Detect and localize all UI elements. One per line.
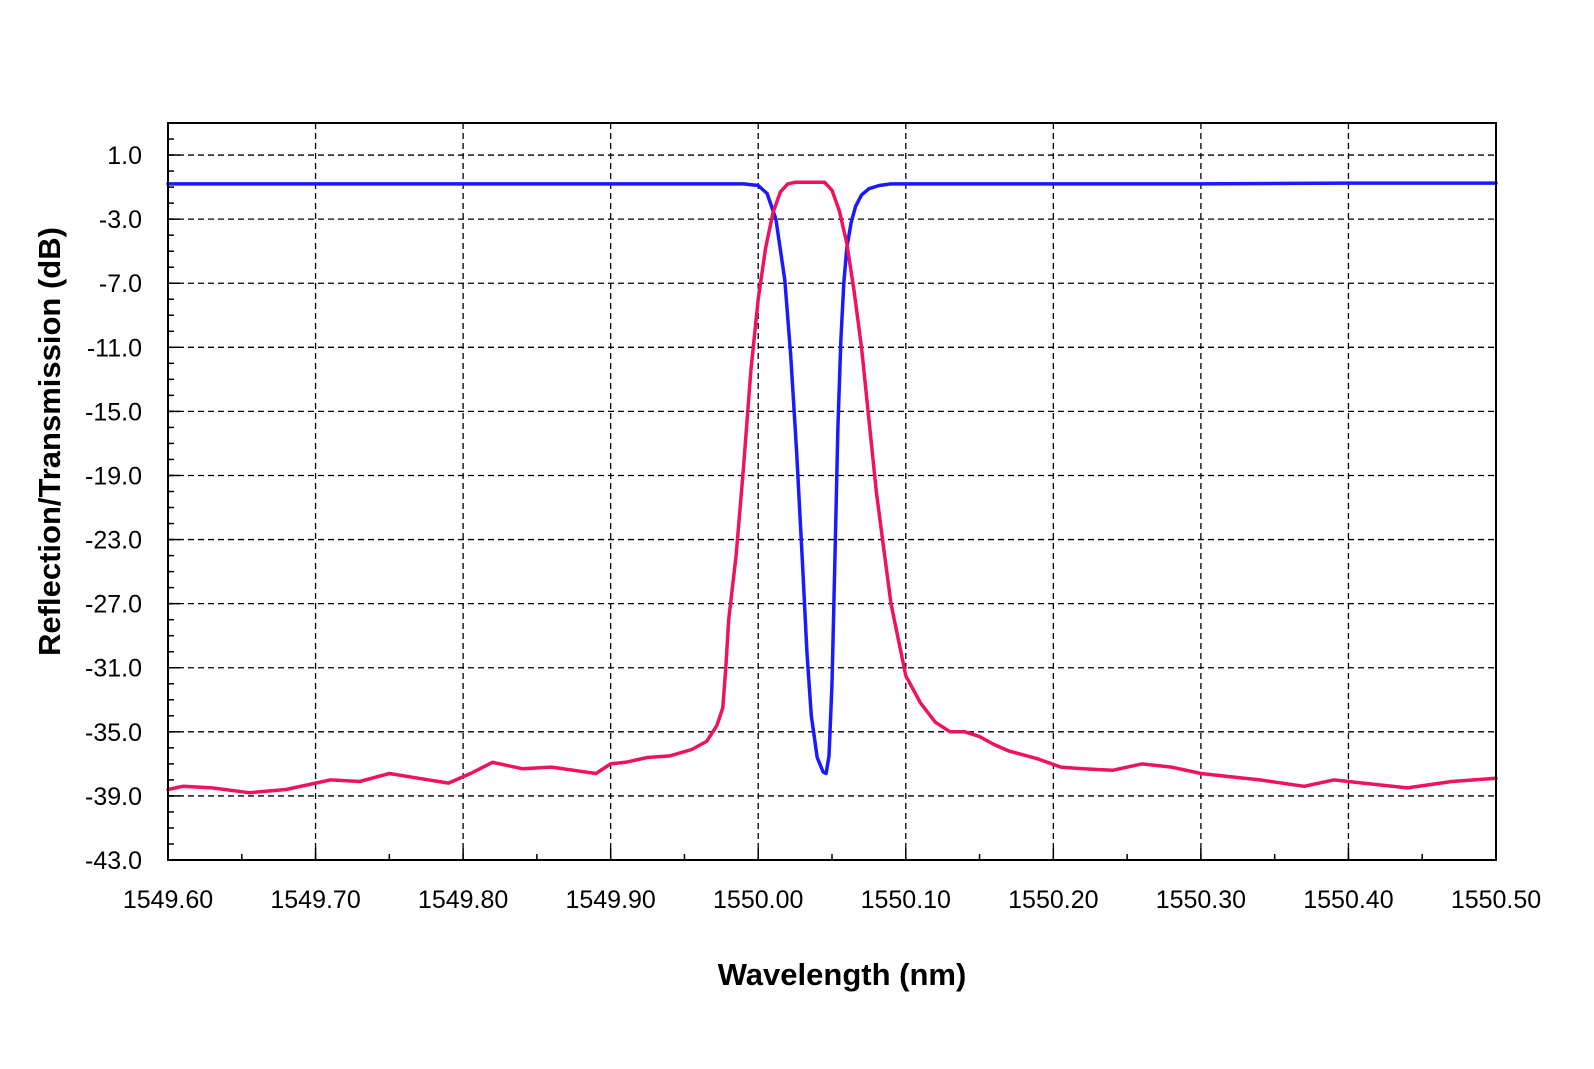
y-tick-label: -31.0 [85,655,142,683]
x-tick-label: 1550.00 [713,886,803,914]
y-tick-label: -35.0 [85,719,142,747]
y-tick-label: -3.0 [99,206,142,234]
y-axis-title: Reflection/Transmission (dB) [32,227,67,656]
y-tick-label: -23.0 [85,527,142,555]
x-axis-title: Wavelength (nm) [718,957,967,992]
plot-frame [167,122,1497,861]
x-tick-label: 1550.10 [861,886,951,914]
x-tick-label: 1549.80 [418,886,508,914]
y-tick-label: -19.0 [85,462,142,490]
y-tick-label: 1.0 [107,142,142,170]
y-tick-label: -7.0 [99,270,142,298]
y-tick-label: -39.0 [85,783,142,811]
y-tick-labels: 1.0 -3.0 -7.0 -11.0 -15.0 -19.0 -23.0 -27.0 -31.… [85,142,142,875]
x-tick-label: 1549.70 [270,886,360,914]
y-tick-label: -43.0 [85,847,142,875]
grid-lines [168,123,1496,860]
x-tick-labels: 1549.60 1549.70 1549.80 1549.90 1550.00 1550.… [123,886,1541,914]
transmission-series-line [166,181,1498,776]
series-layer [166,180,1498,795]
axis-ticks [167,122,1497,861]
x-tick-label: 1550.50 [1451,886,1541,914]
x-tick-label: 1549.60 [123,886,213,914]
y-tick-label: -27.0 [85,591,142,619]
x-tick-label: 1550.30 [1156,886,1246,914]
reflection-series-line [166,180,1498,795]
x-tick-label: 1549.90 [565,886,655,914]
x-tick-label: 1550.40 [1303,886,1393,914]
x-tick-label: 1550.20 [1008,886,1098,914]
y-tick-label: -15.0 [85,398,142,426]
y-tick-label: -11.0 [87,334,142,362]
